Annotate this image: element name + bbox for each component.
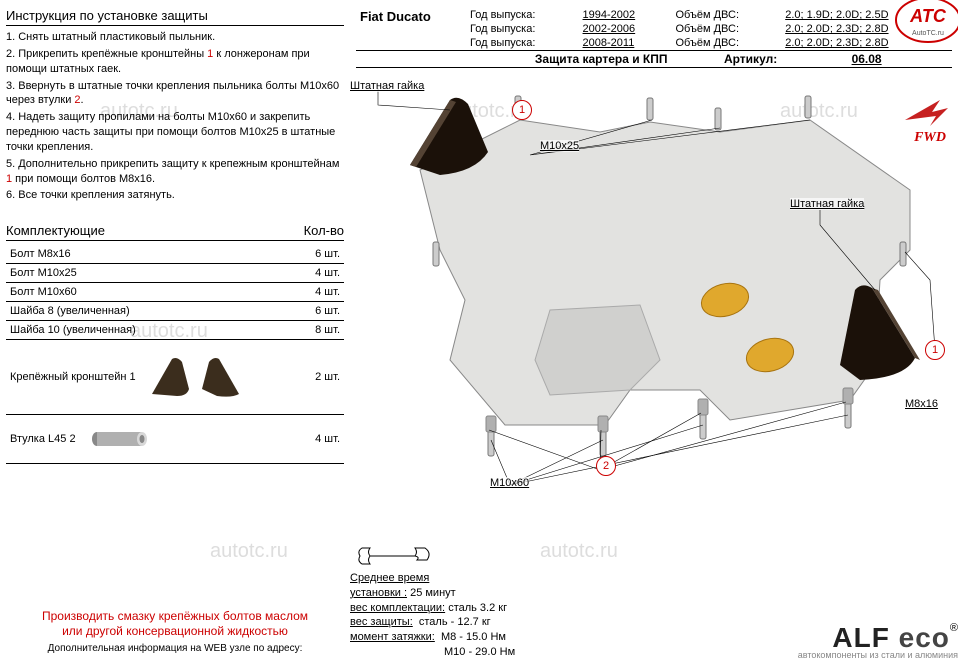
alfeco-logo: ALF eco® автокомпоненты из стали и алюми… xyxy=(798,622,958,660)
table-row: Болт М10х604 шт. xyxy=(6,283,344,302)
instr-step: 6. Все точки крепления затянуть. xyxy=(6,188,344,203)
label-std-nut: Штатная гайка xyxy=(790,198,864,210)
install-info: Среднее время установки : 25 минут вес к… xyxy=(350,571,515,660)
skid-plate-svg xyxy=(350,80,950,520)
protection-title: Защита картера и КПП xyxy=(356,51,672,68)
article-value: 06.08 xyxy=(781,51,952,68)
left-panel: Инструкция по установке защиты 1. Снять … xyxy=(0,0,350,662)
parts-table: Болт М8х166 шт. Болт М10х254 шт. Болт М1… xyxy=(6,245,344,464)
parts-col-qty: Кол-во xyxy=(304,223,344,238)
vehicle-info-table: Fiat Ducato Год выпуска:1994-2002 Объём … xyxy=(356,8,952,68)
table-row: Шайба 8 (увеличенная)6 шт. xyxy=(6,302,344,321)
label-m8x16: М8х16 xyxy=(905,398,938,410)
bracket-icon xyxy=(147,354,247,400)
label-m10x60: М10х60 xyxy=(490,477,529,489)
parts-col-name: Комплектующие xyxy=(6,223,105,238)
diagram: 1 1 2 Штатная гайка М10х25 Штатная гайка… xyxy=(350,80,958,662)
table-row: Болт М10х254 шт. xyxy=(6,264,344,283)
table-row-sleeve: Втулка L45 2 4 шт. xyxy=(6,415,344,464)
table-row: Шайба 10 (увеличенная)8 шт. xyxy=(6,321,344,340)
instructions-list: 1. Снять штатный пластиковый пыльник. 2.… xyxy=(6,30,344,205)
callout-circle-1: 1 xyxy=(512,100,532,120)
article-label: Артикул: xyxy=(672,51,782,68)
wrench-icon xyxy=(355,545,435,567)
instructions-title: Инструкция по установке защиты xyxy=(6,8,344,26)
instr-step: 3. Ввернуть в штатные точки крепления пы… xyxy=(6,79,344,109)
label-std-nut: Штатная гайка xyxy=(350,80,424,92)
instr-step: 2. Прикрепить крепёжные кронштейны 1 к л… xyxy=(6,47,344,77)
svg-text:AutoTC.ru: AutoTC.ru xyxy=(912,30,944,37)
callout-circle-2: 2 xyxy=(596,456,616,476)
sleeve-icon xyxy=(87,429,157,449)
callout-circle-1: 1 xyxy=(925,340,945,360)
instr-step: 1. Снять штатный пластиковый пыльник. xyxy=(6,30,344,45)
table-row: Болт М8х166 шт. xyxy=(6,245,344,264)
autotc-badge: ATC AutoTC.ru xyxy=(893,0,958,45)
lubrication-note: Производить смазку крепёжных болтов масл… xyxy=(6,599,344,639)
fwd-label: FWD xyxy=(914,130,946,146)
right-panel: Fiat Ducato Год выпуска:1994-2002 Объём … xyxy=(350,0,958,662)
instr-step: 5. Дополнительно прикрепить защиту к кре… xyxy=(6,157,344,187)
parts-table-header: Комплектующие Кол-во xyxy=(6,223,344,241)
table-row-bracket: Крепёжный кронштейн 1 2 шт. xyxy=(6,340,344,415)
model-name: Fiat Ducato xyxy=(356,8,466,51)
label-m10x25: М10х25 xyxy=(540,140,579,152)
web-note: Дополнительная информация на WEB узле по… xyxy=(6,643,344,654)
instr-step: 4. Надеть защиту пропилами на болты М10х… xyxy=(6,110,344,155)
svg-text:ATC: ATC xyxy=(909,6,947,26)
